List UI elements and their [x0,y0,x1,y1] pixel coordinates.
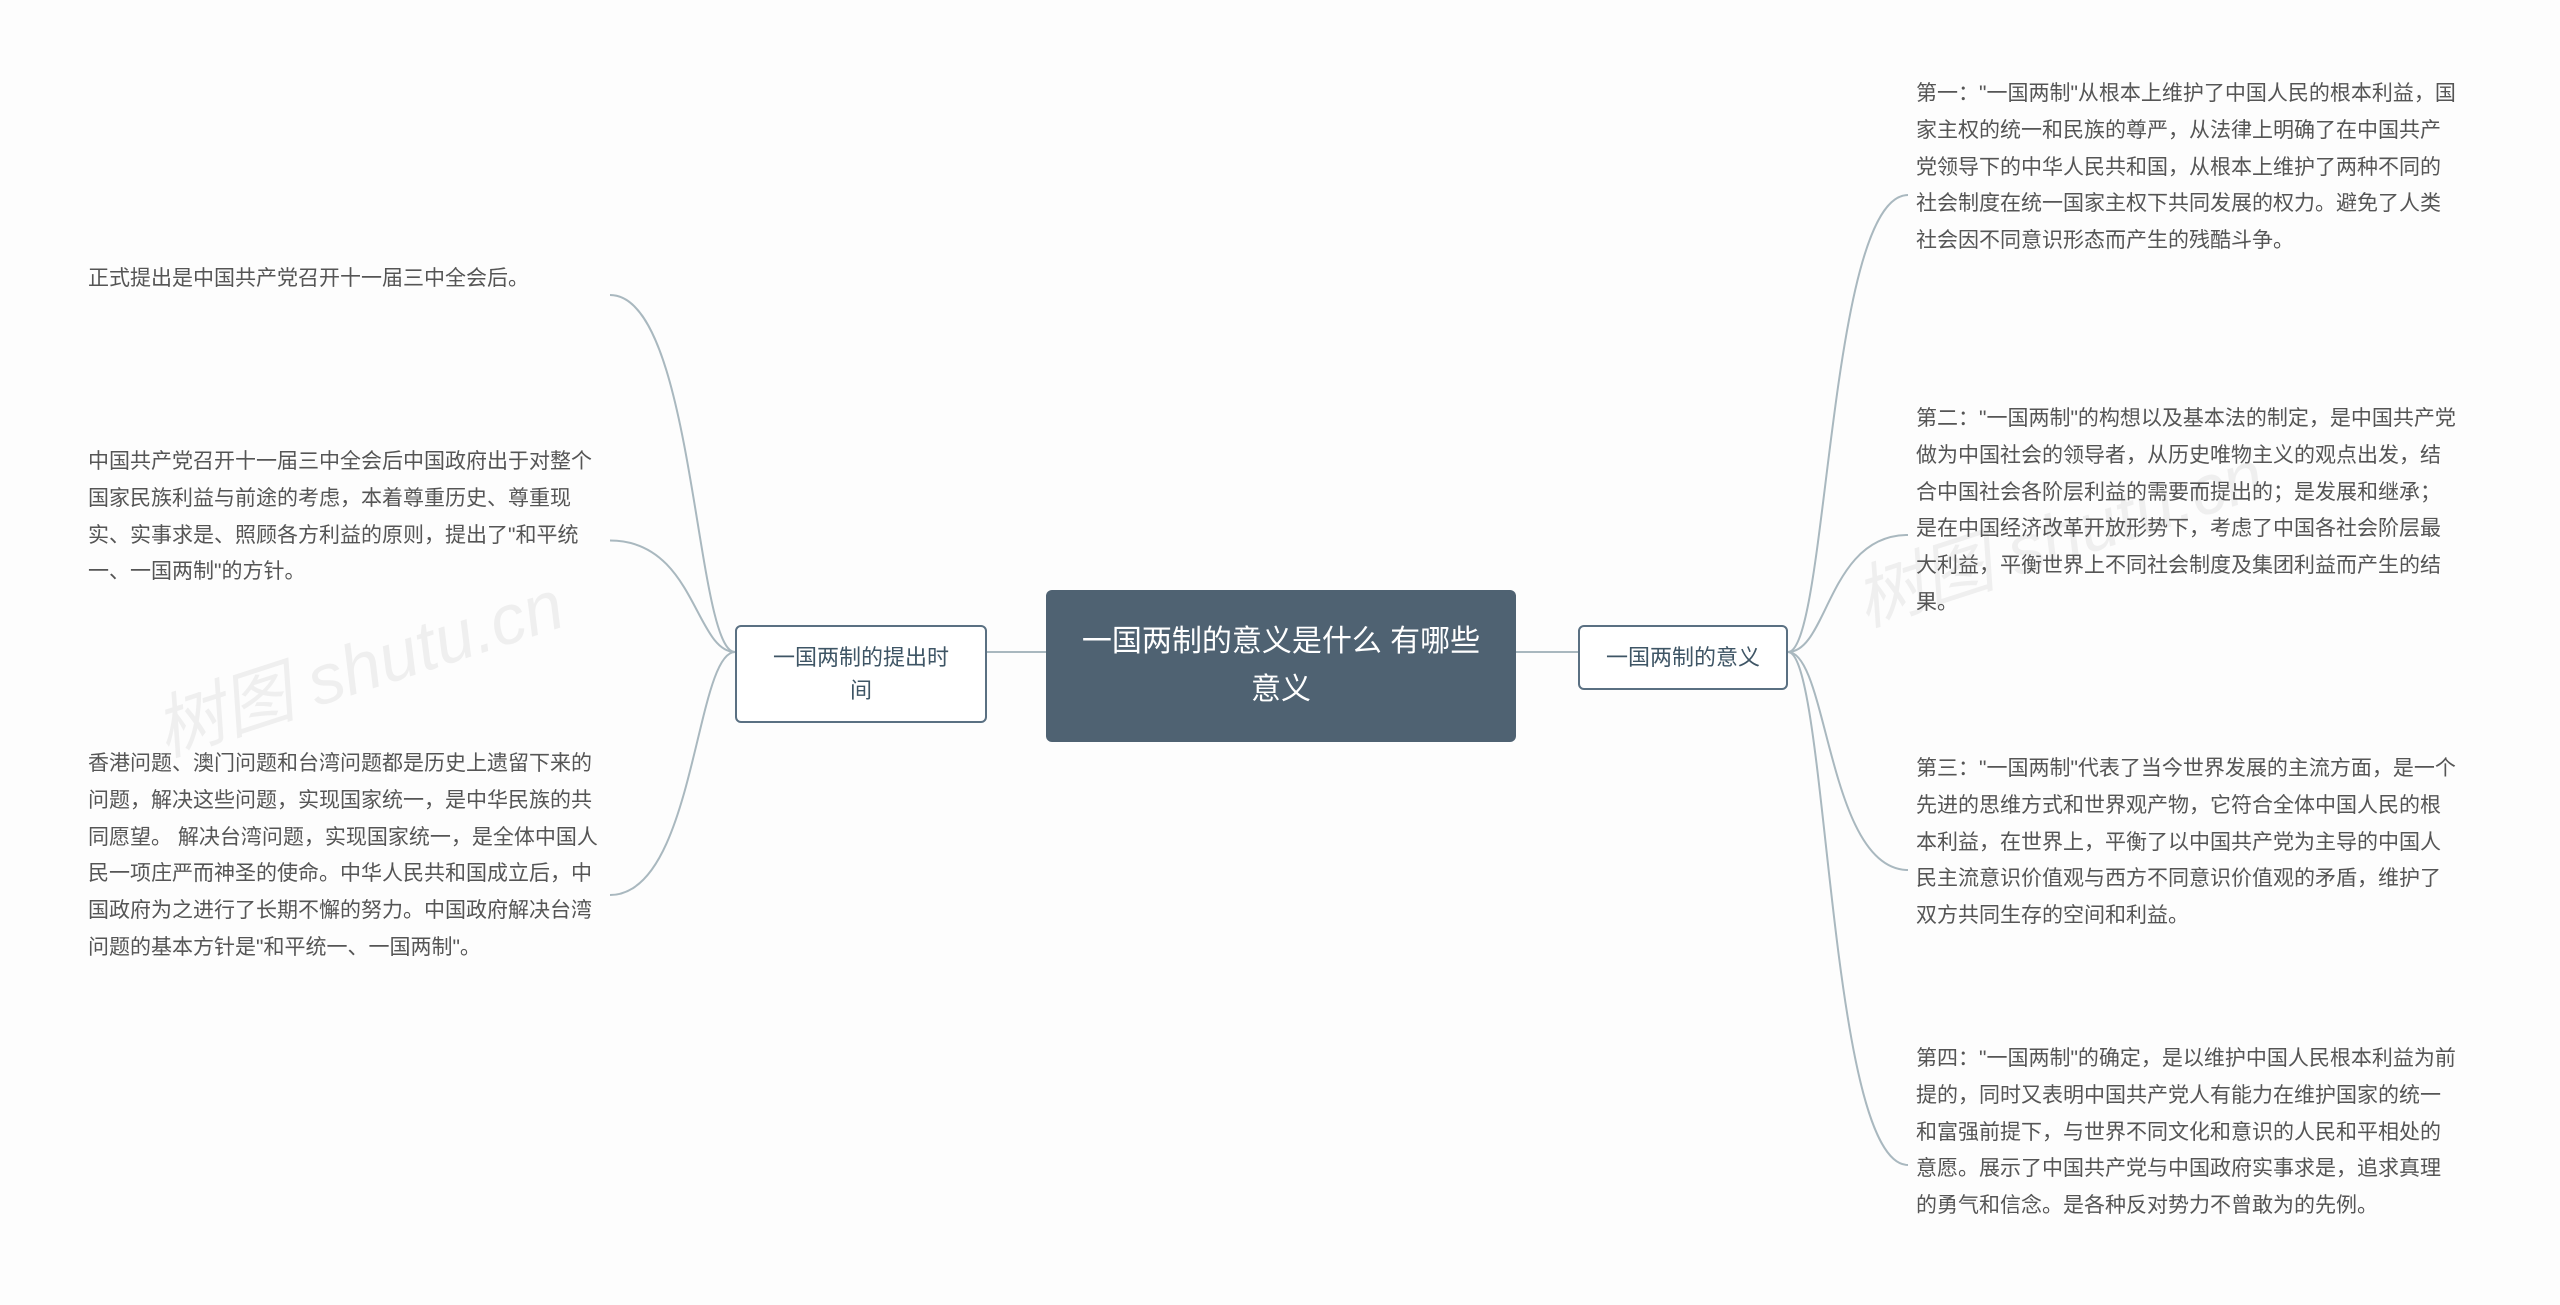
left-leaf-text: 正式提出是中国共产党召开十一届三中全会后。 [88,267,529,290]
left-leaf-text: 中国共产党召开十一届三中全会后中国政府出于对整个国家民族利益与前途的考虑，本着尊… [88,450,592,583]
right-leaf-text: 第二："一国两制"的构想以及基本法的制定，是中国共产党做为中国社会的领导者，从历… [1916,407,2456,614]
left-leaf: 香港问题、澳门问题和台湾问题都是历史上遗留下来的问题，解决这些问题，实现国家统一… [80,740,610,973]
root-text: 一国两制的意义是什么 有哪些意义 [1082,625,1480,706]
right-branch-label: 一国两制的意义 [1606,645,1760,670]
right-leaf-text: 第一："一国两制"从根本上维护了中国人民的根本利益，国家主权的统一和民族的尊严，… [1916,82,2456,252]
left-leaf-text: 香港问题、澳门问题和台湾问题都是历史上遗留下来的问题，解决这些问题，实现国家统一… [88,752,598,959]
mindmap-canvas: 树图 shutu.cn 树图 shutu.cn 一国两制的意义是什么 有哪些意义… [0,0,2560,1305]
root-node: 一国两制的意义是什么 有哪些意义 [1046,590,1516,742]
left-leaf: 中国共产党召开十一届三中全会后中国政府出于对整个国家民族利益与前途的考虑，本着尊… [80,438,610,597]
right-leaf: 第一："一国两制"从根本上维护了中国人民的根本利益，国家主权的统一和民族的尊严，… [1908,70,2468,266]
right-leaf-text: 第四："一国两制"的确定，是以维护中国人民根本利益为前提的，同时又表明中国共产党… [1916,1047,2456,1217]
right-branch-node: 一国两制的意义 [1578,625,1788,690]
left-branch-node: 一国两制的提出时间 [735,625,987,723]
left-branch-label: 一国两制的提出时间 [773,645,949,703]
right-leaf: 第二："一国两制"的构想以及基本法的制定，是中国共产党做为中国社会的领导者，从历… [1908,395,2468,628]
right-leaf: 第四："一国两制"的确定，是以维护中国人民根本利益为前提的，同时又表明中国共产党… [1908,1035,2468,1231]
left-leaf: 正式提出是中国共产党召开十一届三中全会后。 [80,255,610,304]
right-leaf-text: 第三："一国两制"代表了当今世界发展的主流方面，是一个先进的思维方式和世界观产物… [1916,757,2456,927]
right-leaf: 第三："一国两制"代表了当今世界发展的主流方面，是一个先进的思维方式和世界观产物… [1908,745,2468,941]
